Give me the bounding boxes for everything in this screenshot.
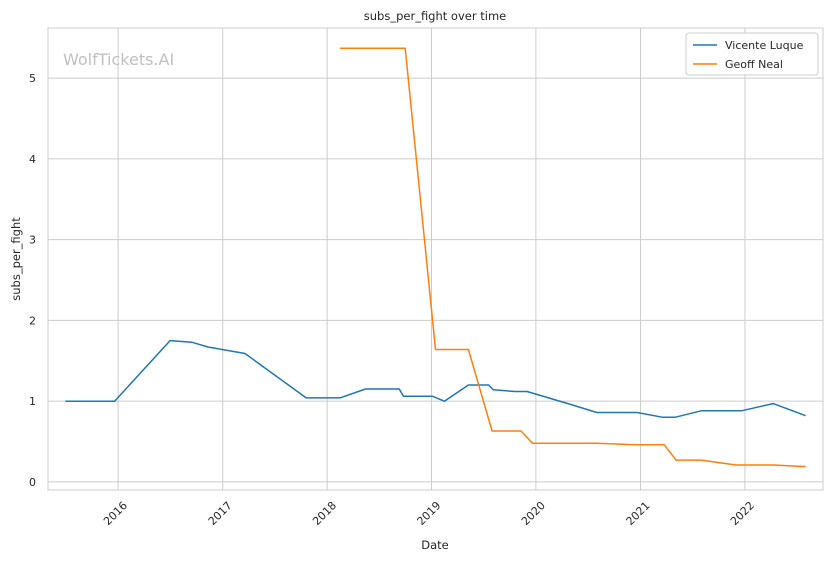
legend: Vicente Luque Geoff Neal <box>685 32 819 76</box>
grid <box>48 28 823 490</box>
y-axis-label: subs_per_fight <box>9 217 23 301</box>
y-tick-label: 4 <box>29 153 36 166</box>
y-tick-label: 2 <box>29 314 36 327</box>
chart-title: subs_per_fight over time <box>364 9 506 23</box>
y-tick-label: 3 <box>29 234 36 247</box>
y-axis-ticks: 0 1 2 3 4 5 <box>29 72 36 489</box>
x-axis-label: Date <box>421 538 449 552</box>
legend-box <box>685 32 819 76</box>
series-lines <box>65 47 806 468</box>
legend-label-geoff-neal: Geoff Neal <box>725 58 783 71</box>
series-line-geoff-neal <box>340 47 806 468</box>
series-line-vicente-luque <box>65 339 806 419</box>
y-tick-label: 5 <box>29 72 36 85</box>
y-tick-label: 0 <box>29 476 36 489</box>
legend-label-vicente-luque: Vicente Luque <box>725 39 804 52</box>
y-tick-label: 1 <box>29 395 36 408</box>
plot-area-frame <box>47 27 824 491</box>
watermark: WolfTickets.AI <box>63 50 174 69</box>
